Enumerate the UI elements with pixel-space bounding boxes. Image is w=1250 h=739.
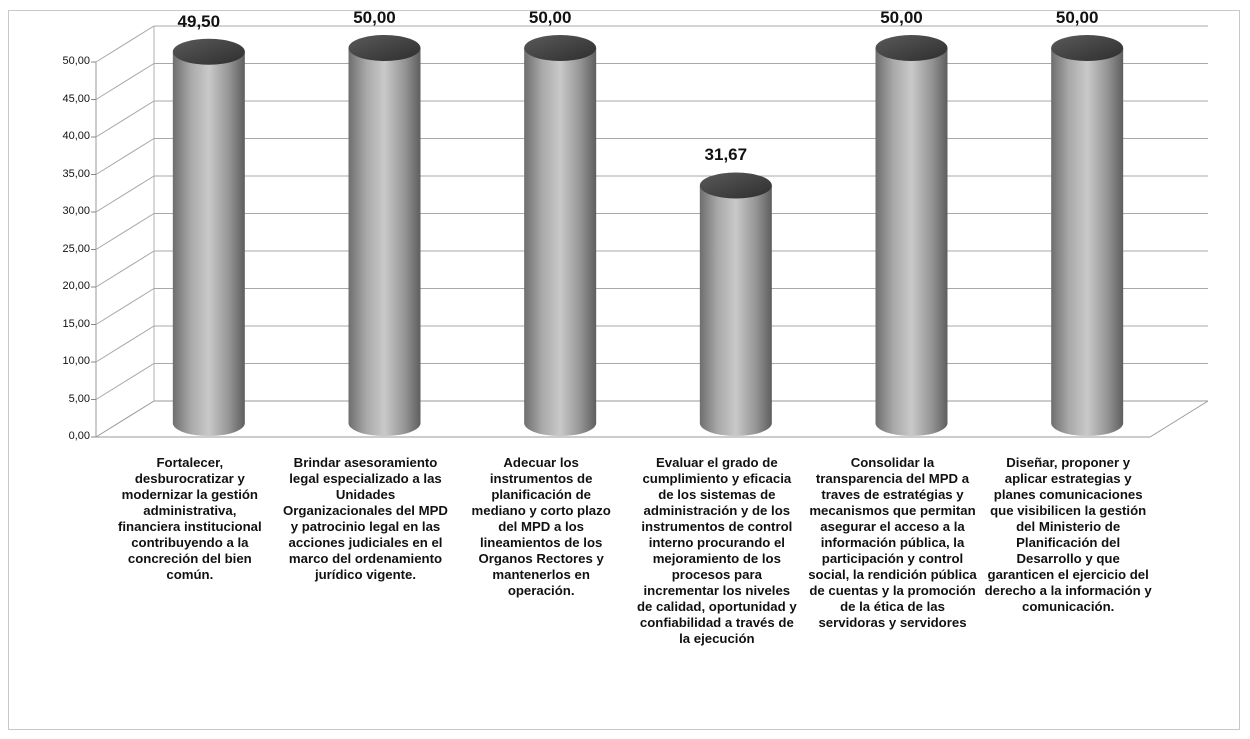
category-label: Evaluar el grado de cumplimiento y efica… — [636, 455, 797, 646]
floor-back-edge — [95, 400, 1208, 438]
y-tick-label: 40,00 — [62, 130, 90, 142]
y-tick-label: 45,00 — [62, 92, 90, 105]
chart-bars — [172, 35, 1124, 437]
bar-body — [348, 48, 421, 437]
data-label: 50,00 — [528, 8, 572, 27]
data-label: 49,50 — [177, 11, 221, 31]
data-label: 50,00 — [1055, 8, 1099, 27]
y-tick-label: 15,00 — [62, 317, 90, 330]
bar-top — [348, 35, 421, 61]
gridline — [95, 363, 1208, 400]
gridline — [95, 175, 1208, 213]
category-label: Consolidar la transparencia del MPD a tr… — [808, 455, 977, 630]
bar-body — [172, 51, 245, 437]
bar-top — [1051, 35, 1124, 61]
y-tick-label: 35,00 — [62, 167, 90, 180]
y-tick-label: 25,00 — [62, 242, 90, 255]
gridline — [95, 63, 1208, 100]
bar — [348, 35, 421, 437]
gridline — [95, 325, 1208, 363]
gridline — [95, 100, 1208, 138]
bar-top — [875, 35, 948, 61]
data-label: 50,00 — [880, 8, 923, 27]
category-label: Brindar asesoramiento legal especializad… — [283, 455, 448, 582]
chart-grid — [91, 25, 1209, 438]
bar — [524, 35, 597, 437]
y-tick-label: 0,00 — [68, 430, 90, 442]
bar — [1051, 35, 1124, 437]
category-label: Fortalecer, desburocratizar y modernizar… — [118, 455, 262, 582]
bar-body — [699, 185, 772, 437]
bar-body — [1051, 48, 1124, 437]
bar-top — [172, 38, 245, 65]
category-label: Diseñar, proponer y aplicar estrategias … — [984, 455, 1152, 614]
gridline — [95, 250, 1208, 288]
floor-right-edge — [1149, 400, 1209, 438]
bar — [172, 38, 245, 437]
gridline — [95, 213, 1208, 250]
bar-body — [524, 48, 597, 437]
gridline — [95, 138, 1208, 175]
gridline — [95, 25, 1208, 63]
y-tick-label: 5,00 — [68, 392, 90, 405]
bar — [875, 35, 948, 437]
y-tick-label: 20,00 — [62, 280, 90, 292]
y-tick-label: 30,00 — [62, 205, 90, 217]
data-label: 31,67 — [704, 145, 748, 165]
category-label: Adecuar los instrumentos de planificació… — [471, 455, 611, 598]
bar — [699, 172, 772, 437]
bar-top — [524, 35, 597, 61]
gridline — [95, 288, 1208, 325]
y-tick-label: 50,00 — [62, 55, 90, 67]
bar-body — [875, 48, 948, 437]
bar-top — [699, 172, 772, 199]
y-tick-label: 10,00 — [62, 355, 90, 367]
data-label: 50,00 — [353, 8, 396, 27]
